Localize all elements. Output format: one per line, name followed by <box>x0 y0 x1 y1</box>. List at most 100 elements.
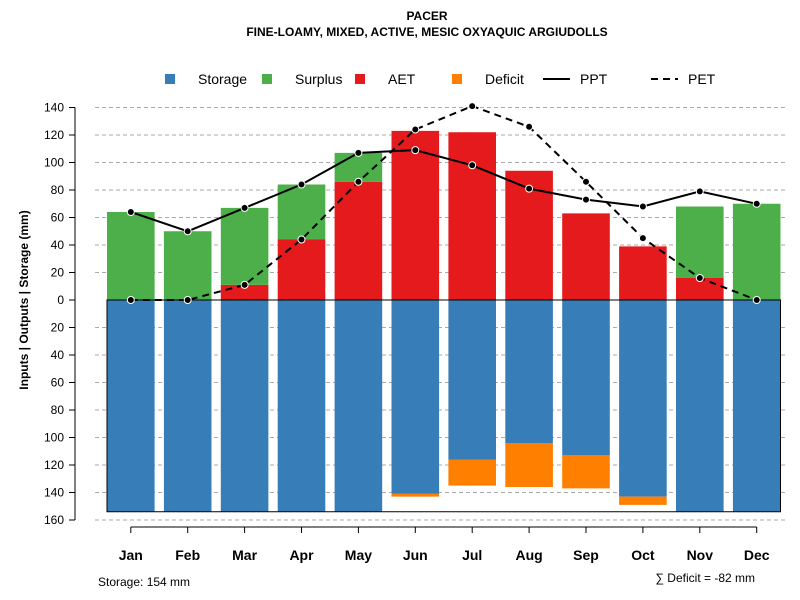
y-tick-label: 140 <box>44 486 64 500</box>
storage-bar <box>391 300 440 494</box>
y-tick-label: 80 <box>51 403 65 417</box>
y-axis: 140 120 100 80 60 40 20 0 20 40 60 80 100 120 140 160 <box>44 101 76 527</box>
ppt-point <box>582 195 590 204</box>
pet-point <box>240 280 249 289</box>
y-tick-label: 100 <box>44 156 64 170</box>
y-tick-label: 60 <box>51 376 65 390</box>
surplus-bar <box>163 231 212 300</box>
ppt-point <box>525 184 534 193</box>
pet-point <box>468 102 477 111</box>
x-tick-label: Apr <box>289 547 314 563</box>
surplus-bar <box>732 203 781 300</box>
y-tick-label: 40 <box>51 238 65 252</box>
legend-label: Deficit <box>485 71 524 87</box>
pet-point <box>183 296 192 304</box>
pet-point <box>582 177 590 186</box>
storage-bar <box>220 300 269 512</box>
ppt-point <box>638 202 647 211</box>
pet-point <box>638 234 647 243</box>
storage-bar <box>163 300 212 512</box>
surplus-bar <box>277 184 326 240</box>
aet-bar <box>391 130 440 300</box>
y-tick-label: 20 <box>51 321 65 335</box>
y-tick-label: 80 <box>51 183 65 197</box>
deficit-bar <box>391 493 440 497</box>
storage-bar <box>505 300 553 443</box>
deficit-bar <box>562 455 610 489</box>
aet-legend-swatch <box>355 74 365 84</box>
x-tick-label: Jul <box>462 547 482 563</box>
series-lines <box>130 105 758 301</box>
storage-bar <box>676 300 724 512</box>
y-tick-label: 120 <box>44 128 64 142</box>
deficit-bar <box>619 496 667 505</box>
pet-point <box>752 296 761 304</box>
series-points <box>126 102 761 304</box>
storage-legend-swatch <box>165 74 175 84</box>
y-tick-label: 40 <box>51 348 65 362</box>
deficit-bar <box>448 459 496 486</box>
pet-point <box>354 177 363 186</box>
legend-label: PPT <box>580 71 608 87</box>
storage-bar <box>448 300 496 460</box>
aet-bar <box>220 284 269 300</box>
ppt-point <box>411 146 420 155</box>
legend-label: PET <box>688 71 716 87</box>
aet-bar <box>619 246 667 300</box>
ppt-point <box>126 208 135 216</box>
x-tick-label: Aug <box>515 547 542 563</box>
storage-note: Storage: 154 mm <box>98 575 190 589</box>
legend-label: Surplus <box>295 71 342 87</box>
y-tick-label: 120 <box>44 458 64 472</box>
x-tick-label: Jun <box>403 547 428 563</box>
deficit-legend-swatch <box>452 74 462 84</box>
y-tick-label: 140 <box>44 101 64 115</box>
ppt-point <box>297 180 306 189</box>
ppt-point <box>695 187 704 196</box>
pet-point <box>411 125 420 134</box>
pet-line <box>130 105 758 301</box>
aet-bar <box>334 181 383 300</box>
legend-label: Storage <box>198 71 247 87</box>
pet-point <box>525 122 534 131</box>
storage-bar <box>562 300 610 456</box>
x-tick-label: Nov <box>687 547 714 563</box>
ppt-point <box>183 227 192 236</box>
ppt-point <box>752 199 761 208</box>
bars <box>106 130 781 513</box>
storage-bar <box>619 300 667 497</box>
y-tick-label: 100 <box>44 431 64 445</box>
x-tick-label: Sep <box>573 547 599 563</box>
pet-point <box>126 296 135 304</box>
x-tick-label: Feb <box>175 547 200 563</box>
aet-bar <box>277 239 326 300</box>
x-tick-label: Oct <box>631 547 655 563</box>
x-tick-label: Mar <box>232 547 257 563</box>
x-tick-label: May <box>345 547 372 563</box>
storage-bar <box>334 300 383 512</box>
surplus-legend-swatch <box>262 74 272 84</box>
deficit-bar <box>505 443 553 487</box>
y-tick-label: 20 <box>51 266 65 280</box>
legend-label: AET <box>388 71 416 87</box>
aet-bar <box>448 132 496 300</box>
x-tick-label: Jan <box>119 547 143 563</box>
surplus-bar <box>220 207 269 285</box>
ppt-point <box>240 203 249 212</box>
aet-bar <box>562 213 610 300</box>
storage-bar <box>107 300 155 512</box>
deficit-note: ∑ Deficit = -82 mm <box>655 571 755 585</box>
y-axis-label: Inputs | Outputs | Storage (mm) <box>17 210 31 389</box>
y-tick-label: 160 <box>44 513 64 527</box>
chart-subtitle: FINE-LOAMY, MIXED, ACTIVE, MESIC OXYAQUI… <box>246 25 607 39</box>
y-tick-label: 60 <box>51 211 65 225</box>
ppt-point <box>354 148 363 157</box>
x-axis: Jan Feb Mar Apr May Jun Jul Aug Sep Oct Nov Dec <box>119 526 770 563</box>
ppt-line <box>130 149 757 233</box>
x-tick-label: Dec <box>744 547 770 563</box>
y-tick-label: 0 <box>57 293 64 307</box>
storage-bar <box>732 300 781 512</box>
pet-point <box>297 235 306 244</box>
ppt-point <box>468 161 477 170</box>
